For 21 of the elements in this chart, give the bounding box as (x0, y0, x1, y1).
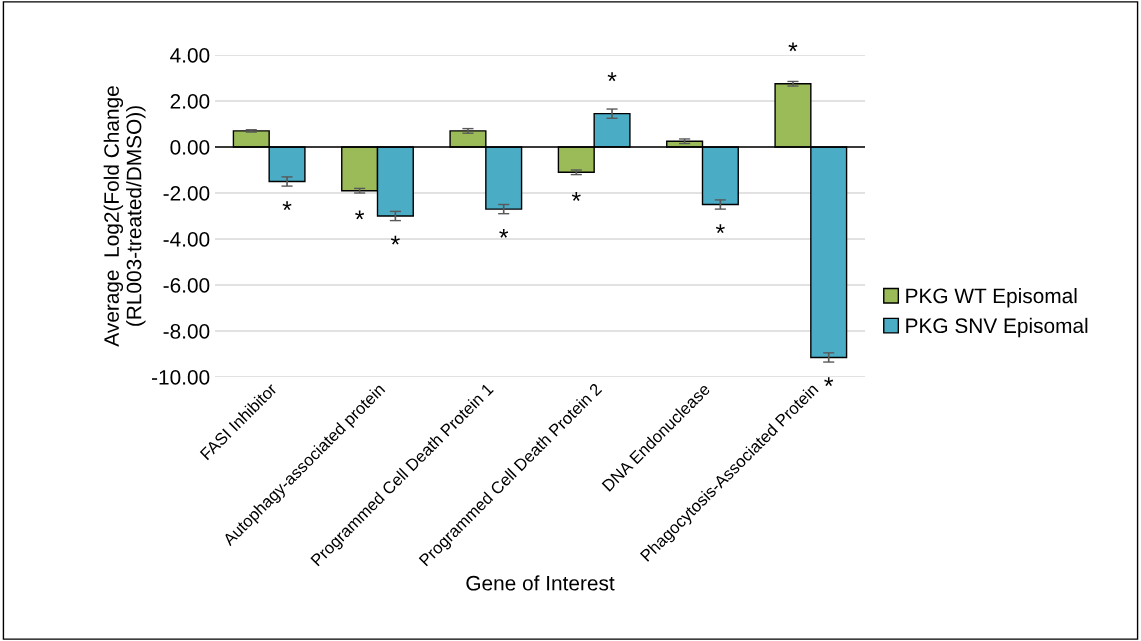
annotation: * (788, 42, 798, 52)
y-axis-title: Average Log2(Fold Change (RL003-treated/DMSO)) (103, 86, 146, 347)
annotation: * (499, 228, 509, 238)
y-tick-label: -10.00 (152, 370, 210, 385)
annotation: * (607, 72, 617, 82)
annotation: * (824, 377, 834, 387)
annotation: * (355, 210, 365, 220)
legend-label: PKG SNV Episomal (906, 317, 1088, 338)
annotation: * (715, 224, 725, 234)
y-tick-label: 0.00 (170, 140, 210, 155)
y-tick-label: -6.00 (163, 278, 210, 293)
y-tick-label: 4.00 (170, 48, 210, 63)
y-tick-label: -2.00 (163, 186, 210, 201)
annotation: * (571, 192, 581, 201)
annotation: * (390, 235, 400, 245)
legend-label: PKG WT Episomal (906, 287, 1077, 308)
y-tick-label: 2.00 (170, 94, 210, 109)
y-tick-label: -4.00 (163, 232, 210, 247)
y-tick-label: -8.00 (163, 324, 210, 339)
annotation: * (282, 201, 292, 211)
x-axis-title: Gene of Interest (466, 575, 615, 591)
